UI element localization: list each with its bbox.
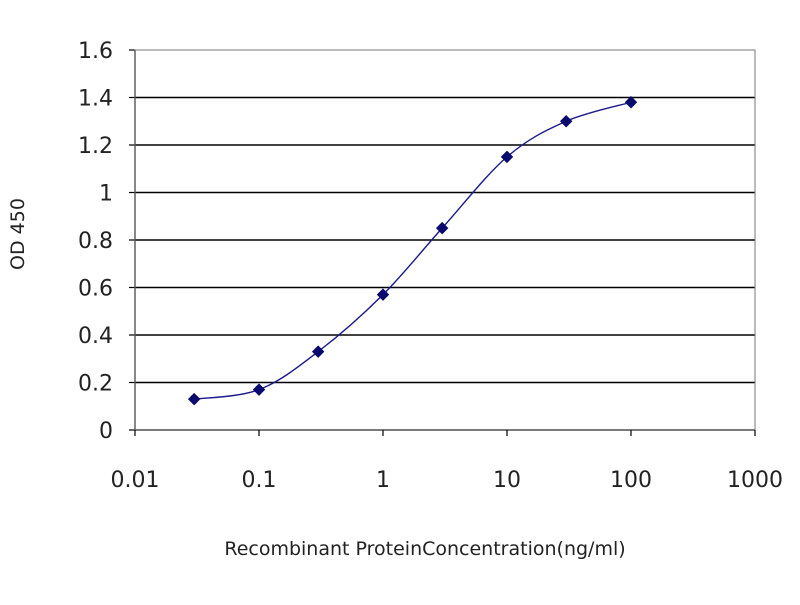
y-tick-label: 0 bbox=[99, 419, 113, 444]
plot-frame bbox=[134, 49, 756, 431]
y-tick-label: 1 bbox=[99, 182, 113, 207]
y-tick-label: 0.4 bbox=[78, 324, 113, 349]
data-point-marker bbox=[624, 96, 638, 109]
y-tick-label: 1.2 bbox=[78, 134, 113, 159]
x-tick-marks bbox=[134, 430, 756, 436]
y-tick-label: 1.6 bbox=[78, 39, 113, 64]
y-tick-label: 0.6 bbox=[78, 277, 113, 302]
x-tick-label: 1 bbox=[376, 468, 390, 493]
data-point-marker bbox=[435, 221, 449, 235]
x-axis-title: Recombinant ProteinConcentration(ng/ml) bbox=[224, 538, 625, 560]
y-tick-label: 1.4 bbox=[78, 87, 113, 112]
data-point-marker bbox=[187, 392, 201, 406]
x-tick-labels: 0.01 0.1 1 10 100 1000 bbox=[111, 468, 783, 493]
x-tick-label: 0.1 bbox=[242, 468, 277, 493]
grid-layer bbox=[129, 49, 755, 431]
data-point-marker bbox=[559, 115, 573, 128]
series-layer bbox=[187, 96, 638, 406]
data-point-marker bbox=[252, 383, 266, 396]
x-tick-label: 1000 bbox=[727, 468, 783, 493]
y-axis-title: OD 450 bbox=[7, 198, 29, 270]
y-tick-label: 0.8 bbox=[78, 229, 113, 254]
y-tick-labels: 0 0.2 0.4 0.6 0.8 1 1.2 1.4 1.6 bbox=[78, 39, 113, 444]
x-tick-label: 0.01 bbox=[111, 468, 160, 493]
data-point-marker bbox=[376, 288, 390, 301]
x-tick-label: 100 bbox=[610, 468, 652, 493]
y-tick-label: 0.2 bbox=[78, 372, 113, 397]
x-tick-label: 10 bbox=[493, 468, 521, 493]
series-line bbox=[194, 101, 632, 400]
data-point-marker bbox=[311, 345, 325, 358]
data-point-marker bbox=[500, 150, 514, 164]
